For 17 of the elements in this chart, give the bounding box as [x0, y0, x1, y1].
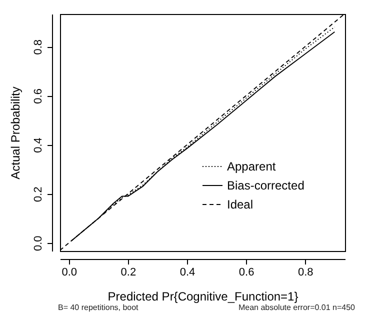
y-tick-label: 0.8 [32, 39, 44, 55]
x-tick-label: 0.6 [238, 266, 254, 278]
legend-label: Ideal [227, 198, 254, 212]
y-tick-label: 0.0 [32, 236, 44, 252]
legend-label: Bias-corrected [227, 178, 304, 192]
x-tick-label: 0.8 [298, 266, 314, 278]
x-tick-label: 0.0 [62, 266, 78, 278]
y-tick-label: 0.2 [32, 186, 44, 202]
x-tick-label: 0.4 [180, 266, 196, 278]
y-axis-title: Actual Probability [8, 86, 22, 180]
x-axis-title: Predicted Pr{Cognitive_Function=1} [108, 290, 298, 304]
legend-label: Apparent [227, 160, 276, 174]
y-tick-label: 0.4 [32, 138, 44, 153]
text: Mean absolute error=0.01 n=450 [238, 303, 355, 312]
y-tick-label: 0.6 [32, 88, 44, 104]
x-tick-label: 0.2 [120, 266, 136, 278]
text: B= 40 repetitions, boot [58, 303, 138, 312]
